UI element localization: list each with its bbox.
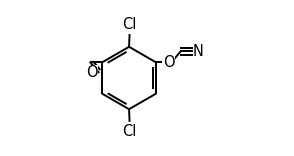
Text: O: O [163, 55, 175, 70]
Text: Cl: Cl [122, 124, 137, 139]
Text: O: O [86, 65, 98, 80]
Text: N: N [193, 44, 203, 59]
Text: Cl: Cl [122, 17, 137, 32]
